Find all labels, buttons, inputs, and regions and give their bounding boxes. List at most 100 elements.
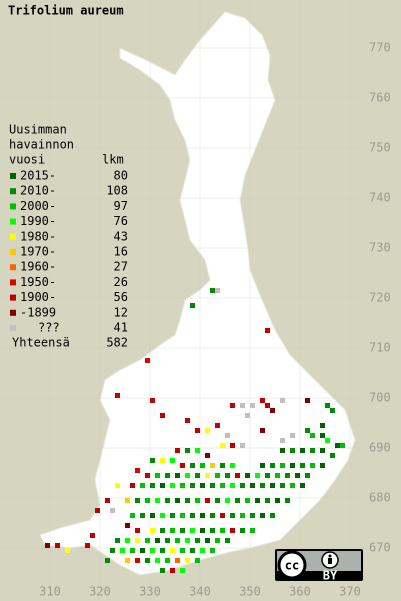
- occurrence-squares: [45, 288, 345, 573]
- legend-heading: havainnon: [9, 138, 74, 152]
- legend-count: 108: [106, 184, 128, 198]
- square: [175, 473, 180, 478]
- square: [290, 483, 295, 488]
- square: [225, 433, 230, 438]
- square: [215, 498, 220, 503]
- square: [150, 528, 155, 533]
- square: [340, 443, 345, 448]
- square: [185, 448, 190, 453]
- square: [210, 463, 215, 468]
- square: [200, 528, 205, 533]
- square: [65, 548, 70, 553]
- square: [290, 463, 295, 468]
- square: [320, 423, 325, 428]
- square: [330, 453, 335, 458]
- square: [225, 473, 230, 478]
- square: [325, 403, 330, 408]
- total-label: Yhteensä: [12, 336, 70, 350]
- square: [145, 473, 150, 478]
- square: [280, 438, 285, 443]
- x-label: 320: [89, 585, 111, 599]
- square: [195, 498, 200, 503]
- legend-count: 26: [114, 275, 128, 289]
- y-label: 710: [369, 341, 391, 355]
- square: [180, 548, 185, 553]
- square: [285, 498, 290, 503]
- square: [155, 498, 160, 503]
- square: [155, 473, 160, 478]
- square: [110, 548, 115, 553]
- square: [250, 528, 255, 533]
- legend-label: 2000-: [20, 199, 56, 213]
- square: [160, 513, 165, 518]
- axes: 310 320 330 340 350 360 370 670 680 690 700 710 720 7…: [39, 41, 391, 599]
- square: [305, 398, 310, 403]
- x-label: 310: [39, 585, 61, 599]
- square: [250, 483, 255, 488]
- square: [115, 483, 120, 488]
- square: [230, 483, 235, 488]
- square: [150, 398, 155, 403]
- square: [270, 513, 275, 518]
- square: [125, 498, 130, 503]
- square: [130, 548, 135, 553]
- square: [165, 558, 170, 563]
- square: [320, 448, 325, 453]
- square: [180, 528, 185, 533]
- square: [220, 513, 225, 518]
- square: [195, 428, 200, 433]
- square: [270, 483, 275, 488]
- square: [190, 483, 195, 488]
- square: [300, 448, 305, 453]
- y-label: 750: [369, 141, 391, 155]
- square: [110, 508, 115, 513]
- square: [170, 513, 175, 518]
- legend-count: 56: [114, 290, 128, 304]
- y-label: 760: [369, 91, 391, 105]
- square: [150, 458, 155, 463]
- legend-swatch: [10, 309, 16, 316]
- square: [130, 483, 135, 488]
- legend-count: 80: [114, 169, 128, 183]
- legend-swatch: [10, 218, 16, 225]
- square: [225, 498, 230, 503]
- square: [205, 428, 210, 433]
- square: [230, 528, 235, 533]
- square: [180, 483, 185, 488]
- square: [175, 558, 180, 563]
- square: [270, 463, 275, 468]
- y-label: 670: [369, 541, 391, 555]
- square: [240, 528, 245, 533]
- square: [195, 473, 200, 478]
- square: [205, 473, 210, 478]
- square: [195, 538, 200, 543]
- legend-label: 1970-: [20, 245, 56, 259]
- square: [160, 413, 165, 418]
- square: [200, 513, 205, 518]
- legend-swatch: [10, 203, 16, 210]
- legend-count: 76: [114, 214, 128, 228]
- square: [160, 458, 165, 463]
- square: [135, 558, 140, 563]
- square: [230, 463, 235, 468]
- legend-count: 16: [114, 245, 128, 259]
- legend-label: 1990-: [20, 214, 56, 228]
- square: [260, 463, 265, 468]
- square: [230, 403, 235, 408]
- square: [205, 538, 210, 543]
- legend-swatch: [10, 233, 16, 240]
- x-label: 370: [339, 585, 361, 599]
- square: [240, 443, 245, 448]
- square: [105, 558, 110, 563]
- square: [180, 513, 185, 518]
- legend-label: 1900-: [20, 290, 56, 304]
- square: [210, 483, 215, 488]
- square: [305, 428, 310, 433]
- square: [295, 473, 300, 478]
- square: [200, 548, 205, 553]
- square: [190, 303, 195, 308]
- square: [240, 513, 245, 518]
